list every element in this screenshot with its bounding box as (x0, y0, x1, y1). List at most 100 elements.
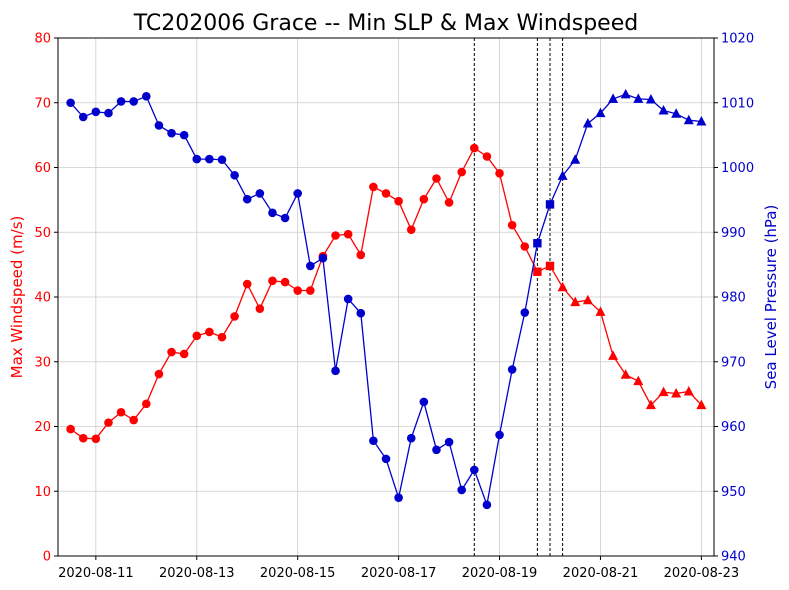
data-point-circle (217, 332, 227, 342)
data-point-circle (520, 242, 530, 251)
data-point-circle (470, 143, 479, 153)
data-point-triangle (570, 154, 581, 164)
data-point-circle (356, 308, 366, 318)
right-tick-label: 940 (721, 550, 746, 565)
left-tick-label: 20 (34, 420, 51, 435)
data-point-circle (394, 493, 403, 503)
x-tick-label: 2020-08-23 (664, 566, 740, 581)
data-point-circle (242, 279, 252, 289)
data-point-triangle (658, 105, 669, 115)
x-tick-label: 2020-08-19 (462, 566, 538, 581)
right-tick-label: 990 (721, 226, 746, 241)
left-tick-label: 0 (43, 550, 51, 565)
data-point-triangle (658, 386, 669, 397)
chart-title: TC202006 Grace -- Min SLP & Max Windspee… (133, 11, 638, 36)
data-point-triangle (683, 114, 694, 125)
data-point-circle (230, 170, 239, 180)
data-point-circle (381, 189, 391, 198)
data-point-circle (293, 286, 302, 295)
data-point-triangle (570, 296, 581, 307)
data-point-circle (470, 465, 479, 475)
left-tick-label: 60 (34, 161, 51, 176)
data-point-circle (66, 424, 75, 434)
data-point-circle (78, 433, 88, 443)
series-line-right (70, 93, 702, 508)
data-point-circle (331, 366, 340, 376)
data-point-triangle (645, 399, 656, 410)
data-point-triangle (582, 294, 593, 305)
data-point-circle (192, 154, 202, 164)
data-point-circle (179, 130, 189, 140)
data-point-triangle (557, 170, 568, 180)
data-point-triangle (633, 375, 644, 386)
data-point-circle (91, 107, 101, 117)
data-point-circle (406, 225, 416, 234)
data-point-circle (78, 112, 88, 122)
data-point-circle (495, 169, 504, 178)
data-point-circle (381, 454, 391, 464)
data-point-square (545, 261, 555, 271)
data-point-circle (91, 434, 101, 444)
data-point-circle (356, 250, 366, 260)
data-point-circle (406, 433, 416, 443)
data-point-circle (343, 229, 353, 239)
data-point-circle (432, 174, 441, 183)
data-point-triangle (683, 386, 694, 396)
left-axis-label: Max Windspeed (m/s) (8, 216, 26, 379)
data-point-circle (167, 347, 176, 357)
data-point-circle (255, 189, 265, 198)
data-point-triangle (671, 108, 682, 118)
data-point-circle (104, 418, 113, 427)
left-tick-label: 30 (34, 355, 51, 370)
data-point-circle (205, 154, 214, 164)
data-point-circle (116, 407, 126, 417)
data-point-circle (129, 97, 138, 106)
data-point-square (545, 200, 555, 209)
data-point-triangle (608, 93, 619, 103)
x-tick-label: 2020-08-11 (58, 566, 134, 581)
data-point-circle (116, 97, 126, 106)
data-point-circle (293, 189, 302, 198)
right-tick-label: 1010 (721, 96, 754, 111)
data-point-circle (507, 220, 517, 230)
data-point-circle (507, 365, 517, 374)
data-point-circle (242, 194, 252, 204)
data-point-circle (495, 430, 504, 440)
data-point-circle (306, 286, 315, 295)
data-point-circle (66, 98, 75, 108)
data-point-circle (280, 213, 290, 223)
data-point-circle (192, 331, 202, 341)
data-point-square (533, 267, 542, 276)
right-tick-label: 1020 (721, 32, 754, 47)
x-tick-label: 2020-08-17 (361, 566, 437, 581)
data-point-square (533, 239, 542, 248)
data-point-triangle (671, 387, 682, 398)
data-point-circle (142, 91, 151, 101)
data-point-circle (394, 196, 403, 206)
data-point-circle (482, 500, 492, 510)
data-point-triangle (595, 107, 606, 118)
left-tick-label: 70 (34, 96, 51, 111)
data-point-circle (268, 276, 277, 286)
right-tick-label: 980 (721, 291, 746, 306)
data-point-circle (369, 436, 378, 446)
right-tick-label: 950 (721, 485, 746, 500)
right-tick-label: 970 (721, 355, 746, 370)
data-point-circle (205, 327, 214, 337)
data-point-triangle (645, 94, 656, 104)
data-point-triangle (696, 116, 707, 126)
x-tick-label: 2020-08-15 (260, 566, 336, 581)
data-point-triangle (582, 117, 593, 128)
data-point-triangle (696, 399, 707, 410)
data-point-circle (255, 304, 265, 313)
data-point-circle (154, 369, 164, 379)
data-point-circle (432, 445, 441, 455)
left-tick-label: 50 (34, 226, 51, 241)
data-point-triangle (557, 281, 568, 292)
data-point-circle (444, 437, 454, 447)
data-point-circle (268, 208, 277, 218)
right-tick-label: 960 (721, 420, 746, 435)
data-point-circle (179, 349, 189, 359)
data-point-triangle (620, 88, 631, 99)
